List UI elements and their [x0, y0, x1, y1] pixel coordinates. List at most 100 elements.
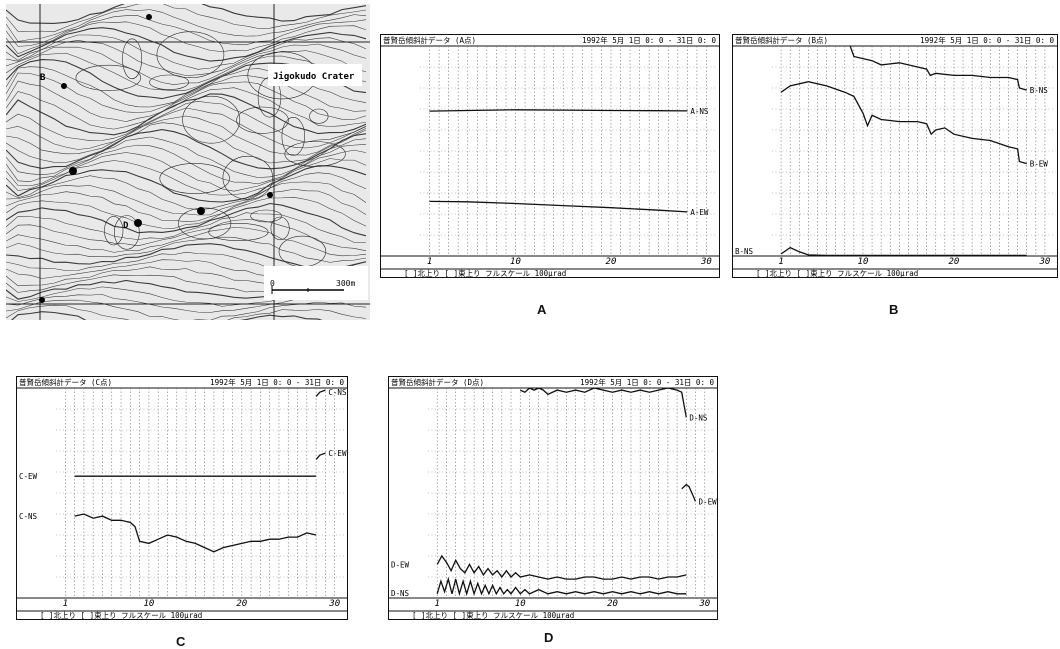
- x-tick-label: 1: [63, 599, 68, 609]
- contour-line: [6, 181, 367, 216]
- scale-box: [264, 266, 368, 300]
- crater-label-box: [268, 64, 362, 86]
- contour-line: [6, 202, 367, 237]
- contour-line: [6, 93, 367, 136]
- series-label: C-NS: [328, 388, 347, 397]
- contour-line: [6, 21, 367, 55]
- series-label: D-NS: [391, 589, 410, 598]
- station-label: B: [40, 73, 46, 83]
- chart-grid: [56, 388, 344, 598]
- contour-line: [6, 122, 367, 164]
- contour-line: [6, 4, 367, 33]
- contour-ring: [182, 95, 241, 144]
- contour-line: [6, 165, 367, 203]
- contour-line: [6, 304, 367, 320]
- contour-ring: [159, 163, 230, 194]
- series-label: C-EW: [19, 472, 38, 481]
- series-label: B-NS: [735, 247, 754, 256]
- station-marker: [39, 297, 45, 303]
- contour-line: [6, 46, 367, 85]
- contour-ring: [222, 155, 274, 200]
- station-marker: [146, 14, 152, 20]
- series-line-d-ew: [436, 554, 687, 580]
- contour-line: [6, 15, 367, 47]
- contour-ring: [284, 141, 346, 167]
- tiltmeter-chart-a: 普賢岳傾斜計データ (A点) 1992年 5月 1日 0: 0 - 31日 0: …: [380, 34, 720, 278]
- series-line-a-ns: [429, 109, 688, 112]
- contour-ring: [281, 116, 305, 156]
- contour-line: [6, 197, 367, 229]
- station-marker: [134, 219, 142, 227]
- topographic-map-svg: B D Jigokudo Crater 0 300m: [6, 4, 370, 320]
- contour-line: [6, 158, 367, 196]
- chart-a-svg: 普賢岳傾斜計データ (A点) 1992年 5月 1日 0: 0 - 31日 0: …: [380, 34, 720, 278]
- series-line-d-ns: [436, 576, 687, 597]
- contour-line: [6, 115, 367, 156]
- chart-title: 普賢岳傾斜計データ (A点): [383, 35, 476, 45]
- contour-line: [6, 87, 367, 130]
- station-marker: [267, 192, 273, 198]
- x-tick-label: 30: [698, 599, 710, 609]
- contour-line: [6, 9, 367, 42]
- series-label: B-EW: [1030, 160, 1049, 169]
- series-line-d-ns: [520, 388, 687, 418]
- chart-footer: [ ]北上り [ ]東上り フルスケール 100μrad: [40, 610, 202, 620]
- contour-ring: [236, 106, 289, 134]
- chart-c-svg: 普賢岳傾斜計データ (C点) 1992年 5月 1日 0: 0 - 31日 0: …: [16, 376, 348, 620]
- chart-d-svg: 普賢岳傾斜計データ (D点) 1992年 5月 1日 0: 0 - 31日 0: …: [388, 376, 718, 620]
- chart-date-range: 1992年 5月 1日 0: 0 - 31日 0: 0: [920, 35, 1054, 45]
- chart-date-range: 1992年 5月 1日 0: 0 - 31日 0: 0: [582, 35, 716, 45]
- chart-frame: [16, 376, 348, 620]
- x-tick-label: 1: [435, 599, 440, 609]
- station-marker: [61, 83, 67, 89]
- contour-line: [6, 172, 367, 211]
- station-marker: [197, 207, 205, 215]
- series-line-b-ns: [780, 246, 1027, 256]
- x-tick-label: 20: [606, 257, 617, 267]
- series-label: C-NS: [19, 512, 38, 521]
- contour-ring: [75, 64, 142, 91]
- contour-line: [6, 136, 367, 178]
- series-label: B-NS: [1030, 86, 1049, 95]
- x-tick-label: 1: [778, 257, 783, 267]
- contour-line: [6, 52, 367, 91]
- x-tick-label: 20: [236, 599, 247, 609]
- contour-line: [6, 4, 367, 24]
- station-label: D: [123, 221, 129, 231]
- series-line-c-ns: [74, 513, 317, 553]
- contour-ring: [114, 215, 140, 250]
- contour-line: [6, 188, 367, 222]
- panel-label-a: A: [537, 302, 547, 317]
- contour-ring: [104, 216, 124, 246]
- scale-end-label: 300m: [336, 279, 355, 288]
- chart-date-range: 1992年 5月 1日 0: 0 - 31日 0: 0: [210, 377, 344, 387]
- chart-grid: [772, 46, 1054, 256]
- series-label: D-EW: [391, 560, 410, 569]
- contour-ring: [156, 31, 225, 79]
- contour-line: [6, 34, 367, 70]
- chart-date-range: 1992年 5月 1日 0: 0 - 31日 0: 0: [580, 377, 714, 387]
- contour-line: [6, 227, 367, 257]
- x-tick-label: 20: [949, 257, 960, 267]
- contour-ring: [250, 209, 282, 223]
- chart-footer: [ ]北上り [ ]東上り フルスケール 100μrad: [404, 268, 566, 278]
- tiltmeter-chart-d: 普賢岳傾斜計データ (D点) 1992年 5月 1日 0: 0 - 31日 0: …: [388, 376, 718, 620]
- contour-ring: [149, 74, 190, 90]
- series-line-d-ew: [681, 483, 697, 502]
- chart-title: 普賢岳傾斜計データ (B点): [735, 35, 828, 45]
- contour-line: [6, 80, 367, 122]
- x-tick-label: 10: [510, 257, 521, 267]
- series-label: C-EW: [328, 449, 347, 458]
- x-tick-label: 1: [427, 257, 432, 267]
- contour-ring: [208, 223, 269, 242]
- chart-grid: [420, 46, 716, 256]
- x-tick-label: 10: [515, 599, 526, 609]
- x-tick-label: 30: [700, 257, 712, 267]
- x-tick-label: 10: [858, 257, 869, 267]
- contour-line: [6, 219, 367, 252]
- x-tick-label: 30: [328, 599, 340, 609]
- topographic-map: B D Jigokudo Crater 0 300m: [6, 4, 370, 320]
- chart-frame: [380, 34, 720, 278]
- tiltmeter-chart-c: 普賢岳傾斜計データ (C点) 1992年 5月 1日 0: 0 - 31日 0: …: [16, 376, 348, 620]
- series-label: D-NS: [689, 413, 708, 422]
